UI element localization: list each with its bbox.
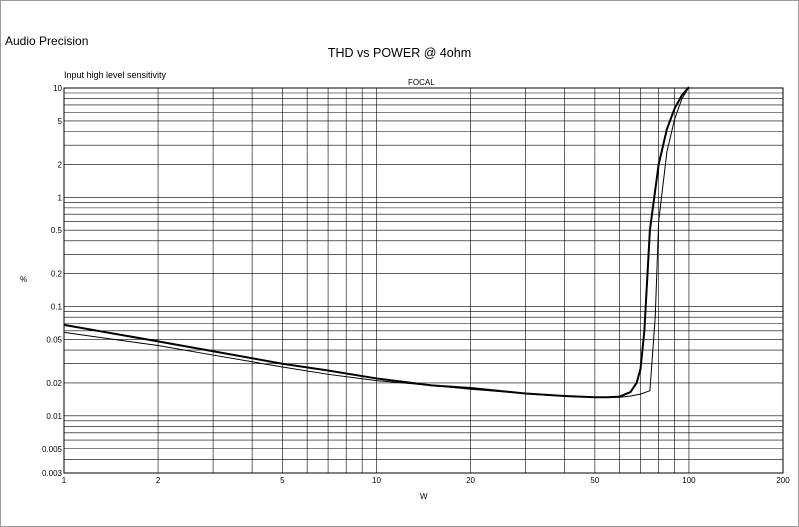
grid-layer: [63, 87, 784, 474]
x-tick-label: 200: [776, 476, 790, 485]
plot-area-border: [63, 87, 784, 474]
y-tick-label: 0.2: [51, 270, 63, 279]
x-tick-label: 1: [62, 476, 67, 485]
y-tick-label: 0.05: [46, 335, 62, 344]
series-layer: [63, 86, 690, 399]
x-tick-label: 50: [590, 476, 599, 485]
y-axis-label: %: [20, 275, 28, 284]
x-axis-label: W: [420, 492, 428, 501]
chart-title: THD vs POWER @ 4ohm: [327, 46, 472, 60]
y-tick-label: 10: [53, 84, 62, 93]
y-tick-label: 0.005: [42, 445, 63, 454]
y-tick-label: 0.01: [46, 412, 62, 421]
y-tick-label: 0.5: [51, 226, 63, 235]
brand-label: Audio Precision: [5, 34, 89, 48]
y-tick-label: 5: [58, 117, 63, 126]
y-tick-label: 2: [58, 160, 63, 169]
chart-subtitle: Input high level sensitivity: [64, 70, 167, 80]
y-tick-label: 0.02: [46, 379, 62, 388]
x-tick-label: 5: [280, 476, 285, 485]
x-tick-label: 2: [156, 476, 161, 485]
x-tick-label: 100: [682, 476, 696, 485]
series-line-2: [63, 86, 690, 398]
x-tick-label: 10: [372, 476, 381, 485]
y-tick-label: 0.1: [51, 303, 63, 312]
x-tick-label: 20: [466, 476, 475, 485]
y-tick-label: 1: [58, 193, 63, 202]
tick-layer: 1 2 5 10 20 50 100 200 0.003 0.005 0.01 0.02 0.05 0.1…: [42, 84, 790, 485]
y-tick-label: 0.003: [42, 469, 63, 478]
chart-annotation: FOCAL: [408, 78, 435, 87]
